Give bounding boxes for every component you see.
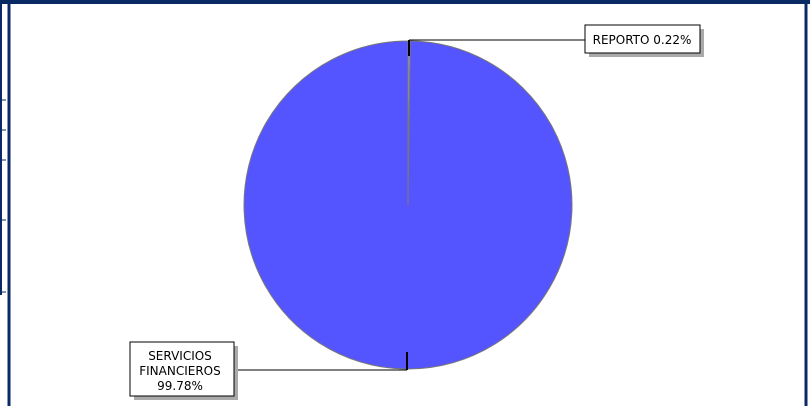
slice-label-servicios-financieros: SERVICIOS FINANCIEROS 99.78% <box>129 341 238 400</box>
left-edge-ticks <box>1 99 6 293</box>
label-text: REPORTO 0.22% <box>593 33 692 47</box>
label-box <box>584 24 701 54</box>
leader-lines <box>234 39 585 371</box>
label-text-line-1: SERVICIOS <box>148 349 212 363</box>
slice-label-reporto: REPORTO 0.22% <box>584 24 704 57</box>
pie-slices <box>243 40 573 370</box>
label-text-line-2: FINANCIEROS <box>139 364 221 378</box>
label-text-line-3: 99.78% <box>157 379 203 393</box>
pie-slice-servicios-financieros <box>243 40 573 370</box>
label-box <box>129 341 235 397</box>
chart-frame-top <box>0 0 810 4</box>
